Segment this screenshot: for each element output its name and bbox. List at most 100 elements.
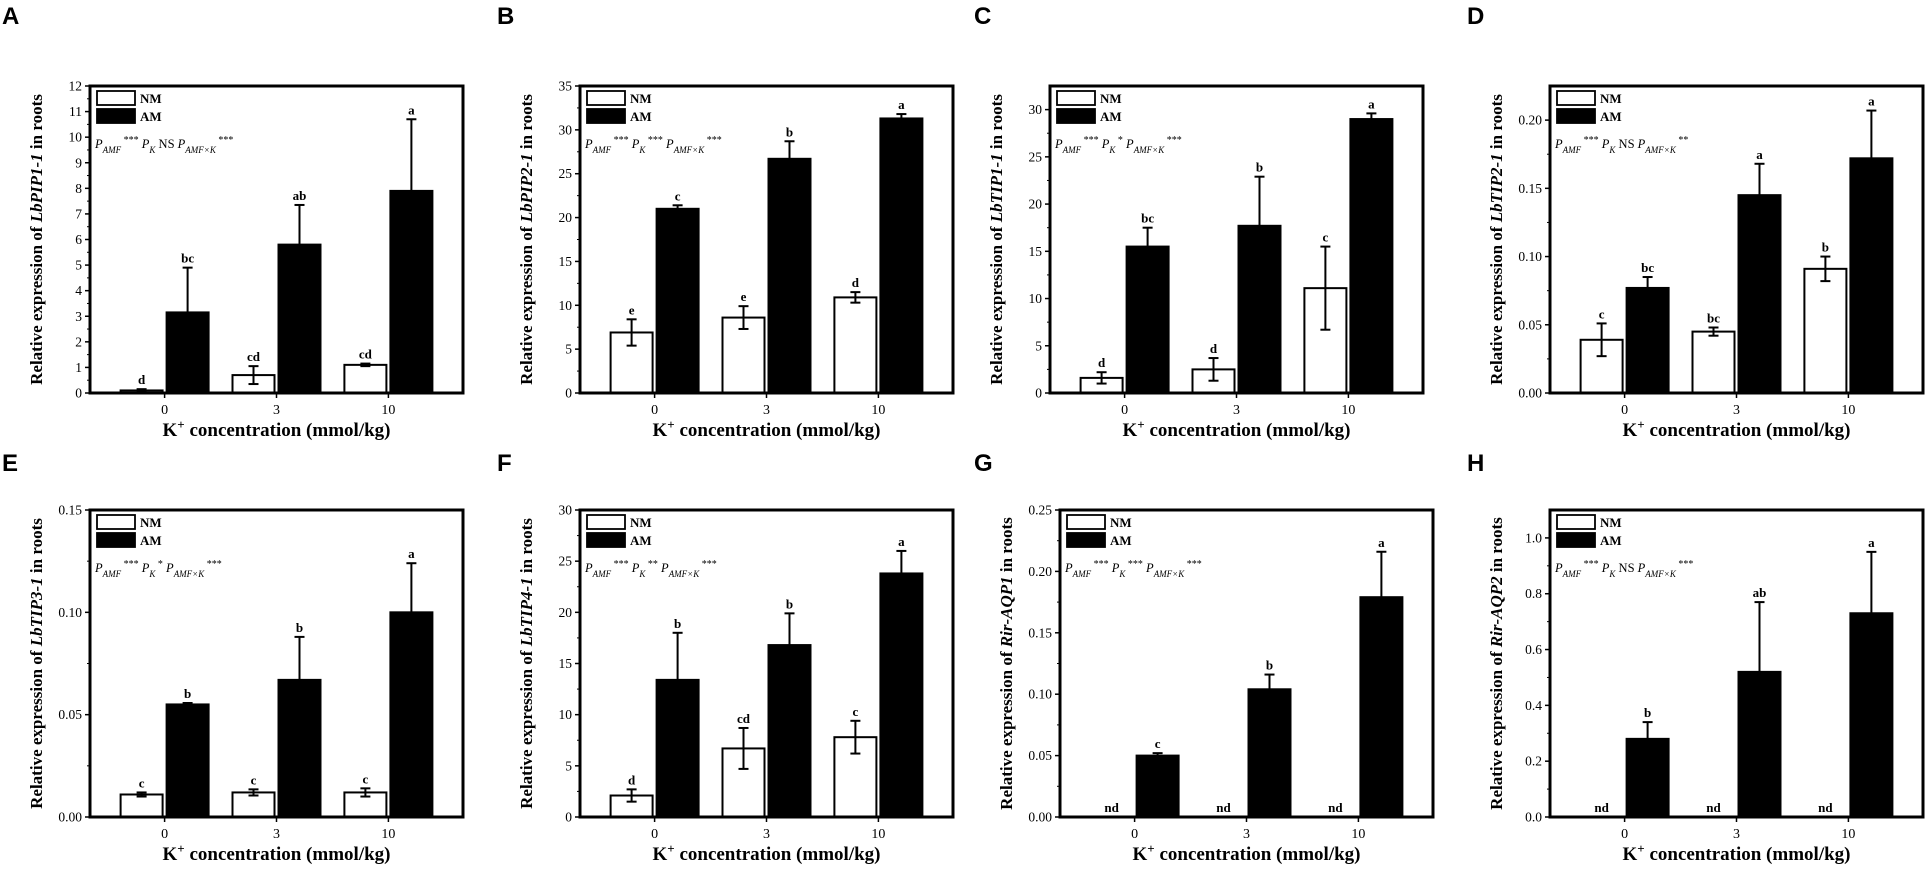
- significance-letter: a: [1368, 96, 1375, 111]
- legend-swatch-am: [586, 108, 626, 124]
- x-tick-label: 0: [1621, 827, 1628, 842]
- y-axis-label: Relative expression of LbPIP2-1 in roots: [517, 94, 536, 385]
- significance-letter: c: [363, 771, 369, 786]
- significance-letter: d: [628, 772, 636, 787]
- bar-am-10: [1349, 118, 1394, 395]
- x-tick-label: 3: [1733, 827, 1740, 842]
- legend-label-nm: NM: [1600, 91, 1622, 106]
- x-tick-label: 10: [1351, 827, 1365, 842]
- y-tick-label: 0: [75, 386, 82, 401]
- gene-name: LbPIP2-1: [517, 153, 536, 223]
- significance-letter: b: [1822, 240, 1829, 255]
- y-tick-label: 0.25: [1028, 503, 1052, 518]
- significance-letter: d: [1210, 341, 1218, 356]
- significance-letter: a: [1868, 94, 1875, 109]
- gene-name: LbTIP1-1: [987, 153, 1006, 223]
- significance-letter: c: [675, 188, 681, 203]
- y-tick-label: 5: [1035, 338, 1042, 353]
- x-axis-label: K+ concentration (mmol/kg): [1132, 841, 1360, 866]
- significance-summary: PAMF *** PK * PAMF×K ***: [94, 559, 222, 580]
- legend-swatch-am: [1066, 532, 1106, 548]
- legend-label-am: AM: [1100, 109, 1122, 124]
- gene-name: LbPIP1-1: [27, 153, 46, 223]
- y-tick-label: 35: [559, 79, 573, 94]
- y-tick-label: 0.20: [1518, 113, 1542, 128]
- y-tick-label: 15: [559, 254, 573, 269]
- y-tick-label: 10: [69, 130, 83, 145]
- x-tick-label: 10: [381, 403, 395, 418]
- y-tick-label: 0: [565, 810, 572, 825]
- legend-swatch-nm: [586, 90, 626, 106]
- y-tick-label: 7: [75, 206, 82, 221]
- panel-label: D: [1467, 3, 1484, 30]
- significance-letter: a: [1756, 147, 1763, 162]
- legend-swatch-nm: [1556, 514, 1596, 530]
- x-tick-label: 10: [381, 827, 395, 842]
- y-tick-label: 10: [559, 298, 573, 313]
- bar-nm-10: [1803, 267, 1848, 394]
- bar-am-3: [1247, 688, 1292, 819]
- y-tick-label: 0.6: [1525, 642, 1542, 657]
- panel-d: D 0.00 0.05 0.10 0.15 0.20 c bc b bc a a 0 3 10K+ conc…: [1467, 3, 1925, 441]
- legend-swatch-nm: [1556, 90, 1596, 106]
- significance-letter: b: [184, 686, 191, 701]
- legend-swatch-nm: [1066, 514, 1106, 530]
- significance-summary: PAMF *** PK NS PAMF×K **: [1554, 135, 1688, 156]
- panel-e: E 0.00 0.05 0.10 0.15 c c c b b a 0 3 10K+ concentrat…: [2, 450, 465, 865]
- y-tick-label: 0.10: [1028, 687, 1052, 702]
- significance-letter: ab: [293, 188, 307, 203]
- y-tick-label: 0.10: [58, 605, 82, 620]
- y-tick-label: 20: [1029, 197, 1043, 212]
- y-axis-label: Relative expression of Rir-AQP1 in roots: [997, 517, 1016, 810]
- significance-letter: b: [1266, 658, 1273, 673]
- significance-letter: bc: [181, 251, 194, 266]
- bar-am-0: [165, 703, 210, 819]
- significance-letter: nd: [1104, 800, 1119, 815]
- y-tick-label: 5: [565, 342, 572, 357]
- legend-swatch-am: [1556, 532, 1596, 548]
- y-tick-label: 0.00: [58, 810, 82, 825]
- legend-label-am: AM: [630, 109, 652, 124]
- significance-letter: nd: [1706, 800, 1721, 815]
- significance-letter: d: [138, 372, 146, 387]
- x-tick-label: 10: [871, 827, 885, 842]
- y-tick-label: 0.2: [1525, 754, 1542, 769]
- y-tick-label: 0.15: [1028, 625, 1052, 640]
- significance-letter: ab: [1753, 585, 1767, 600]
- legend-label-nm: NM: [630, 515, 652, 530]
- legend-label-nm: NM: [1600, 515, 1622, 530]
- y-tick-label: 0.05: [1028, 748, 1052, 763]
- x-tick-label: 0: [1621, 403, 1628, 418]
- legend-swatch-am: [1556, 108, 1596, 124]
- x-tick-label: 10: [871, 403, 885, 418]
- x-tick-label: 3: [1233, 403, 1240, 418]
- legend-label-nm: NM: [1110, 515, 1132, 530]
- significance-letter: c: [251, 772, 257, 787]
- y-tick-label: 0.20: [1028, 564, 1052, 579]
- panel-label: C: [974, 3, 991, 30]
- gene-name: Rir-AQP1: [997, 576, 1016, 648]
- bar-am-3: [1237, 224, 1282, 394]
- x-tick-label: 0: [1121, 403, 1128, 418]
- significance-letter: cd: [359, 347, 373, 362]
- x-tick-label: 10: [1841, 403, 1855, 418]
- legend-label-am: AM: [1600, 533, 1622, 548]
- y-tick-label: 20: [559, 605, 573, 620]
- significance-letter: cd: [247, 349, 261, 364]
- panel-label: H: [1467, 450, 1484, 477]
- legend-swatch-am: [96, 108, 136, 124]
- legend-swatch-am: [586, 532, 626, 548]
- significance-letter: bc: [1641, 260, 1654, 275]
- y-tick-label: 5: [565, 758, 572, 773]
- legend-swatch-nm: [96, 90, 136, 106]
- legend-swatch-am: [96, 532, 136, 548]
- significance-letter: d: [852, 275, 860, 290]
- y-tick-label: 0.0: [1525, 810, 1542, 825]
- significance-letter: c: [1323, 230, 1329, 245]
- y-tick-label: 3: [75, 309, 82, 324]
- significance-letter: a: [898, 97, 905, 112]
- x-axis-label: K+ concentration (mmol/kg): [1122, 417, 1350, 442]
- x-axis-label: K+ concentration (mmol/kg): [1622, 841, 1850, 866]
- significance-letter: a: [1868, 535, 1875, 550]
